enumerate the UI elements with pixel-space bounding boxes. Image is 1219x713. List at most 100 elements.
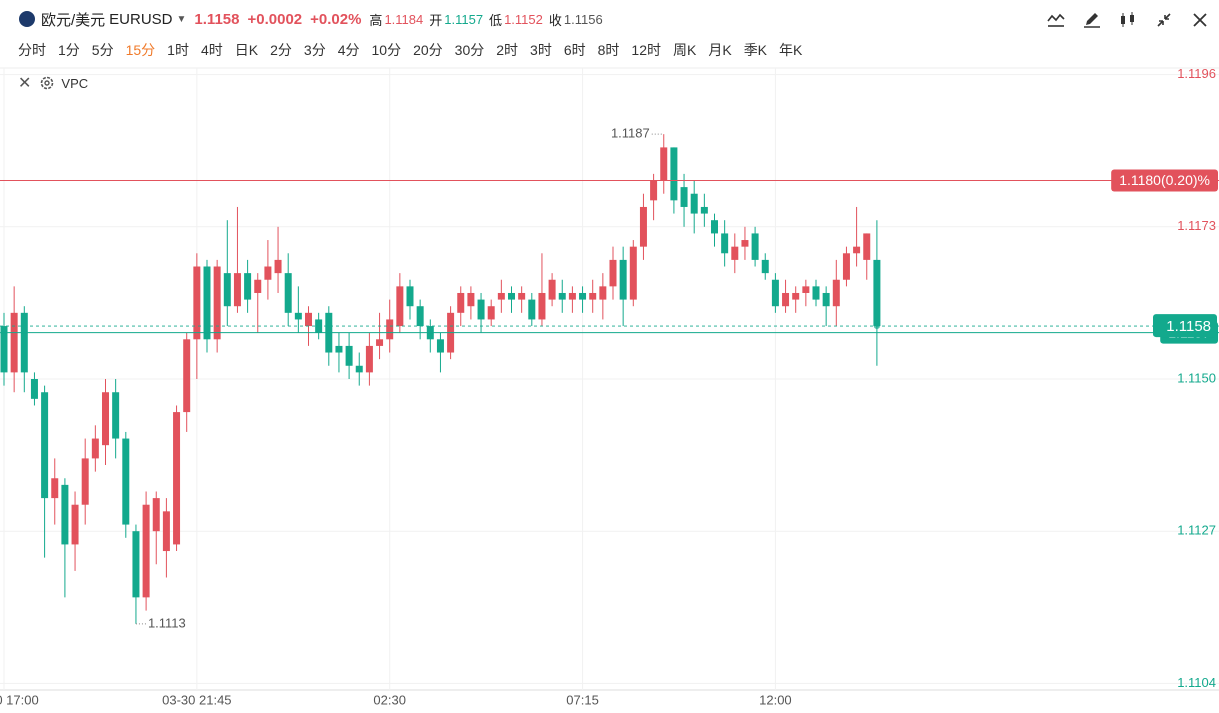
candle-body bbox=[436, 339, 444, 353]
candle-body bbox=[822, 292, 830, 307]
period-tab[interactable]: 6时 bbox=[563, 42, 586, 58]
candle-body bbox=[873, 259, 881, 327]
price-line-label: 1.1180(0.20)% bbox=[1119, 172, 1210, 188]
candle-body bbox=[599, 286, 607, 300]
candle-body bbox=[91, 438, 99, 459]
candle-body bbox=[81, 458, 89, 505]
x-tick-label: 02:30 bbox=[373, 692, 406, 707]
period-tab[interactable]: 30分 bbox=[454, 42, 485, 58]
remove-indicator[interactable]: ✕ bbox=[18, 75, 32, 92]
candle-body bbox=[609, 259, 617, 287]
period-tab[interactable]: 2时 bbox=[496, 42, 519, 58]
candle-body bbox=[751, 233, 759, 260]
symbol-name[interactable]: 欧元/美元 bbox=[41, 11, 106, 29]
candle-body bbox=[254, 279, 262, 293]
stat-value: 1.1157 bbox=[444, 11, 484, 27]
candle-body bbox=[386, 319, 394, 340]
candle-body bbox=[558, 292, 566, 300]
period-tab[interactable]: 2分 bbox=[270, 42, 292, 58]
candle-body bbox=[365, 345, 373, 373]
candle-body bbox=[173, 412, 181, 545]
x-tick-label: 07:15 bbox=[566, 692, 599, 707]
period-tab[interactable]: 分时 bbox=[18, 42, 46, 58]
candle-body bbox=[639, 206, 647, 247]
candle-body bbox=[10, 312, 18, 373]
period-tab[interactable]: 月K bbox=[708, 42, 732, 58]
candle-body bbox=[619, 259, 627, 300]
stat-value: 1.1156 bbox=[563, 11, 603, 27]
candle-body bbox=[345, 345, 353, 366]
candle-body bbox=[132, 531, 140, 598]
symbol[interactable]: EURUSD bbox=[109, 10, 173, 28]
current-price-label: 1.1158 bbox=[1166, 318, 1211, 335]
settings-icon[interactable] bbox=[39, 75, 55, 91]
candle-body bbox=[711, 220, 718, 234]
period-tab[interactable]: 日K bbox=[234, 42, 259, 58]
period-tab[interactable]: 10分 bbox=[371, 42, 402, 58]
candle-body bbox=[294, 312, 302, 320]
candle-body bbox=[589, 292, 597, 300]
stat-label: 收 bbox=[548, 12, 562, 28]
candle-body bbox=[568, 292, 576, 300]
period-tab[interactable]: 15分 bbox=[125, 42, 156, 58]
candle-body bbox=[812, 286, 820, 300]
candle-body bbox=[700, 206, 708, 214]
candle-body bbox=[264, 266, 272, 280]
candle-body bbox=[244, 273, 252, 300]
period-tab[interactable]: 3分 bbox=[303, 42, 326, 58]
change: +0.0002 bbox=[247, 10, 303, 28]
period-tab[interactable]: 3时 bbox=[530, 42, 552, 58]
candle-tool[interactable] bbox=[1115, 7, 1141, 33]
period-tab[interactable]: 4分 bbox=[337, 42, 360, 58]
candle-body bbox=[467, 292, 475, 307]
candle-body bbox=[142, 504, 150, 598]
x-tick-label: 03-30 17:00 bbox=[0, 692, 39, 707]
candle-body bbox=[61, 484, 69, 545]
period-tab[interactable]: 8时 bbox=[597, 42, 620, 58]
stat-value: 1.1152 bbox=[504, 11, 543, 27]
icon bbox=[1084, 13, 1100, 28]
dropdown-arrow[interactable]: ▼ bbox=[176, 13, 187, 25]
candle-body bbox=[528, 299, 536, 320]
line-tool[interactable] bbox=[1043, 7, 1069, 33]
stat-label: 开 bbox=[429, 12, 443, 28]
period-tab[interactable]: 季K bbox=[743, 42, 768, 58]
candle-body bbox=[162, 511, 170, 552]
close-button[interactable] bbox=[1187, 7, 1213, 33]
candle-body bbox=[193, 266, 201, 340]
candle-body bbox=[213, 266, 221, 340]
stat-label: 高 bbox=[369, 12, 383, 28]
candle-body bbox=[41, 392, 49, 499]
candle-body bbox=[731, 246, 739, 260]
period-tab[interactable]: 4时 bbox=[200, 42, 223, 58]
stat-value: 1.1184 bbox=[384, 11, 424, 27]
period-tab[interactable]: 年K bbox=[779, 42, 803, 58]
candle-body bbox=[538, 292, 546, 320]
max-marker: 1.1187 bbox=[611, 126, 650, 141]
candle-body bbox=[863, 233, 871, 260]
period-tab[interactable]: 周K bbox=[673, 42, 697, 58]
candle-body bbox=[122, 438, 130, 525]
candle-body bbox=[30, 379, 38, 399]
draw-tool[interactable] bbox=[1079, 7, 1105, 33]
period-tab[interactable]: 12时 bbox=[631, 42, 661, 58]
candle-body bbox=[406, 286, 414, 307]
candle-body bbox=[680, 187, 688, 207]
candle-body bbox=[548, 279, 556, 300]
period-tab[interactable]: 5分 bbox=[91, 42, 114, 58]
period-tab[interactable]: 1分 bbox=[58, 42, 80, 58]
shrink-button[interactable] bbox=[1151, 7, 1177, 33]
price: 1.1158 bbox=[194, 10, 240, 28]
candle-body bbox=[284, 273, 292, 313]
x-tick-label: 03-30 21:45 bbox=[162, 692, 231, 707]
min-marker: 1.1113 bbox=[148, 615, 186, 630]
logo bbox=[19, 11, 35, 27]
candle-body bbox=[487, 306, 495, 320]
candle-body bbox=[842, 253, 850, 280]
period-tab[interactable]: 1时 bbox=[167, 42, 189, 58]
y-tick-label: 1.1127 bbox=[1177, 523, 1216, 538]
period-tab[interactable]: 20分 bbox=[413, 42, 443, 58]
candle-body bbox=[670, 147, 678, 201]
icon bbox=[1121, 12, 1134, 27]
